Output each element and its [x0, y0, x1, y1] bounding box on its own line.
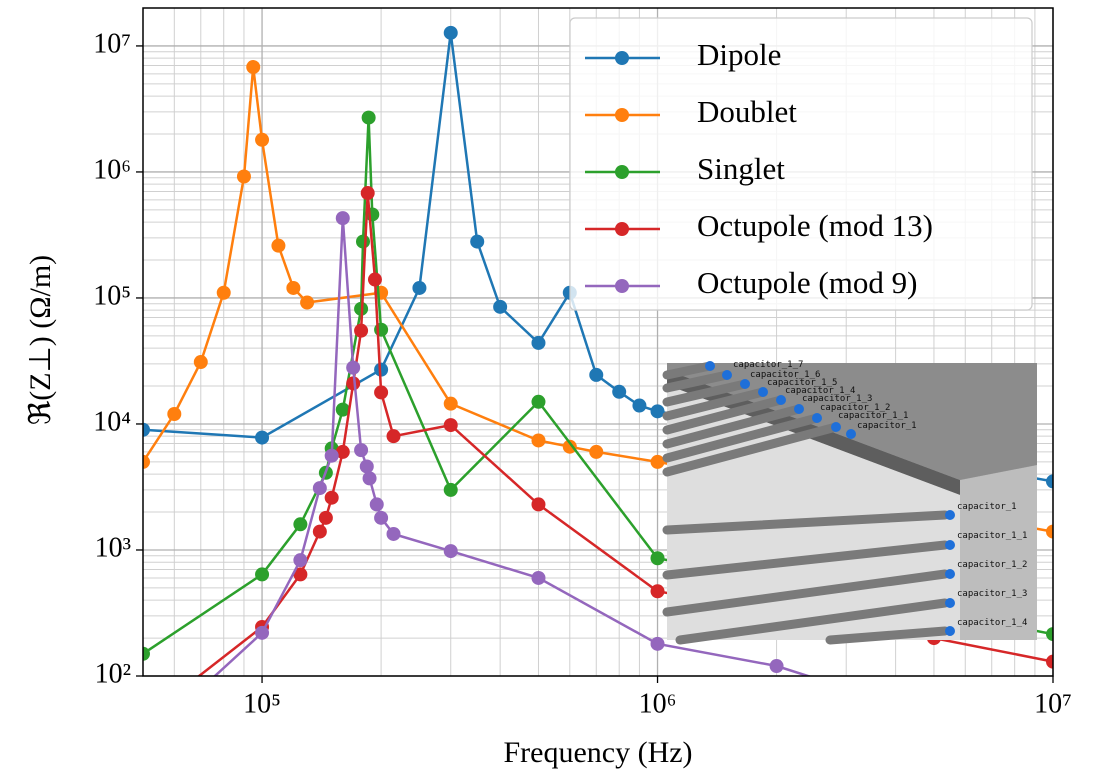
data-point: [531, 336, 545, 350]
data-point: [356, 235, 370, 249]
legend-label: Singlet: [697, 151, 785, 186]
legend-label: Octupole (mod 13): [697, 208, 933, 243]
inset-image: capacitor_1_7capacitor_1_6capacitor_1_5c…: [667, 360, 1037, 640]
data-point: [387, 429, 401, 443]
data-point: [325, 449, 339, 463]
inset-label: capacitor_1_2: [957, 560, 1027, 570]
data-point: [354, 324, 368, 338]
data-point: [444, 397, 458, 411]
data-point: [531, 571, 545, 585]
y-tick-label: 10⁴: [93, 406, 131, 437]
data-point: [361, 186, 375, 200]
data-point: [325, 491, 339, 505]
data-point: [293, 553, 307, 567]
data-point: [493, 300, 507, 314]
data-point: [770, 659, 784, 673]
data-point: [313, 481, 327, 495]
data-point: [354, 443, 368, 457]
data-point: [286, 281, 300, 295]
data-point: [255, 431, 269, 445]
inset-label: capacitor_1_1: [957, 531, 1027, 541]
legend-marker: [615, 165, 629, 179]
legend-marker: [615, 222, 629, 236]
data-point: [531, 497, 545, 511]
y-tick-label: 10⁷: [93, 28, 131, 59]
data-point: [360, 459, 374, 473]
data-point: [346, 361, 360, 375]
data-point: [362, 111, 376, 125]
data-point: [300, 296, 314, 310]
data-point: [531, 395, 545, 409]
y-tick-label: 10²: [95, 658, 131, 689]
data-point: [387, 527, 401, 541]
data-point: [444, 418, 458, 432]
data-point: [368, 273, 382, 287]
data-point: [255, 626, 269, 640]
data-point: [444, 483, 458, 497]
data-point: [589, 368, 603, 382]
inset-label: capacitor_1_4: [957, 618, 1027, 628]
data-point: [412, 281, 426, 295]
data-point: [293, 517, 307, 531]
data-point: [313, 525, 327, 539]
data-point: [370, 497, 384, 511]
legend-label: Doublet: [697, 94, 797, 129]
chart: 10⁵ 10⁶ 10⁷ 10² 10³ 10⁴ 10⁵ 10⁶ 10⁷ Frequency (H…: [0, 0, 1094, 779]
legend: Dipole Doublet Singlet Octupole (mod 13) Oct…: [570, 18, 1032, 310]
data-point: [651, 455, 665, 469]
data-point: [470, 235, 484, 249]
data-point: [271, 239, 285, 253]
y-tick-label: 10³: [95, 532, 131, 563]
legend-marker: [615, 279, 629, 293]
data-point: [246, 60, 260, 74]
x-tick-label: 10⁶: [639, 688, 677, 719]
data-point: [255, 133, 269, 147]
data-point: [194, 355, 208, 369]
data-point: [374, 511, 388, 525]
legend-marker: [615, 108, 629, 122]
x-tick-label: 10⁷: [1034, 688, 1072, 719]
data-point: [336, 211, 350, 225]
data-point: [589, 445, 603, 459]
data-point: [444, 26, 458, 40]
legend-label: Dipole: [697, 37, 781, 72]
y-tick-label: 10⁶: [93, 154, 131, 185]
data-point: [217, 286, 231, 300]
inset-label: capacitor_1: [857, 421, 917, 431]
data-point: [167, 407, 181, 421]
data-point: [651, 584, 665, 598]
data-point: [531, 433, 545, 447]
data-point: [363, 471, 377, 485]
data-point: [255, 567, 269, 581]
data-point: [651, 637, 665, 651]
data-point: [444, 544, 458, 558]
inset-label: capacitor_1: [957, 502, 1017, 512]
data-point: [632, 399, 646, 413]
data-point: [651, 551, 665, 565]
inset-label: capacitor_1_3: [957, 589, 1027, 599]
x-axis-label: Frequency (Hz): [503, 736, 692, 769]
data-point: [319, 511, 333, 525]
data-point: [374, 385, 388, 399]
data-point: [612, 385, 626, 399]
y-tick-label: 10⁵: [93, 280, 131, 311]
x-tick-label: 10⁵: [243, 688, 281, 719]
data-point: [237, 170, 251, 184]
data-point: [651, 404, 665, 418]
legend-label: Octupole (mod 9): [697, 265, 917, 300]
inset-label: capacitor_1_1: [838, 411, 908, 421]
legend-marker: [615, 51, 629, 65]
y-axis-label: ℜ(Z⊥) (Ω/m): [24, 255, 57, 425]
inset-label: capacitor_1_7: [733, 360, 803, 370]
